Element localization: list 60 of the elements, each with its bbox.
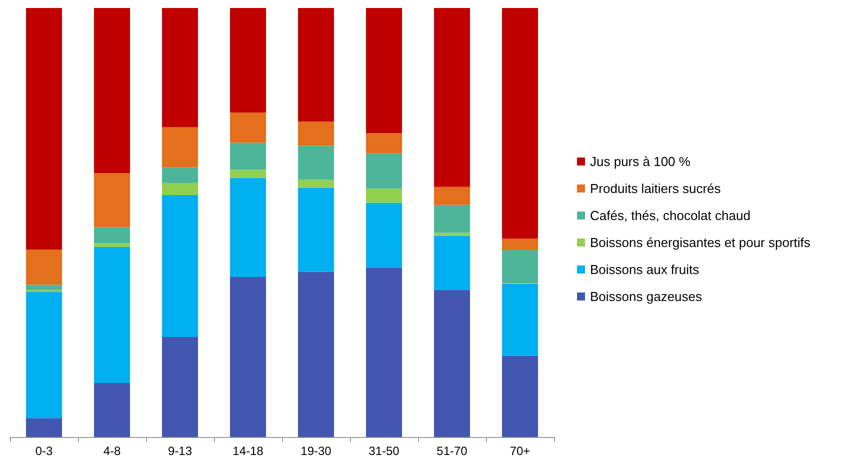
bar [94,246,130,383]
bar [230,170,266,178]
bar [366,153,402,189]
bar [26,292,62,418]
bar [162,127,198,168]
bar [434,8,470,187]
bar [502,284,538,356]
bar [366,8,402,134]
bar [298,146,334,180]
x-tick-label: 70+ [510,444,530,458]
bar [162,337,198,437]
bar [26,250,62,285]
legend-label: Jus purs à 100 % [590,154,691,169]
bar [502,250,538,283]
bar [434,186,470,205]
bar [434,236,470,290]
legend-label: Produits laitiers sucrés [590,181,722,196]
bar [26,418,62,437]
bar [434,290,470,437]
bar [298,180,334,188]
x-tick-label: 51-70 [436,444,468,458]
bar [298,8,334,122]
x-tick-label: 14-18 [232,444,264,458]
bar [162,167,198,184]
bar [94,227,130,244]
bar [162,8,198,128]
bar [26,8,62,250]
legend-label: Boissons énergisantes et pour sportifs [590,235,811,250]
x-tick-label: 31-50 [368,444,400,458]
bar [94,173,130,228]
x-tick-label: 4-8 [103,444,121,458]
bar [230,112,266,143]
bar [94,382,130,437]
bar [366,268,402,437]
bar [502,8,538,239]
bar [162,195,198,338]
bar [366,188,402,203]
bar [434,204,470,233]
bar [366,202,402,268]
x-tick-label: 0-3 [35,444,53,458]
legend-label: Cafés, thés, chocolat chaud [590,208,750,223]
bar [502,238,538,250]
bar [94,243,130,247]
bar [94,8,130,174]
legend-label: Boissons gazeuses [590,289,703,304]
bar [230,8,266,113]
bar [298,188,334,272]
bar [434,232,470,236]
bar [230,276,266,437]
legend-label: Boissons aux fruits [590,262,700,277]
bar [502,356,538,437]
bar [230,178,266,277]
bar [366,133,402,154]
bar [298,272,334,437]
x-tick-label: 19-30 [300,444,332,458]
bar [298,122,334,146]
bar [26,284,62,290]
bar [230,142,266,170]
x-tick-label: 9-13 [168,444,192,458]
bar [162,183,198,196]
